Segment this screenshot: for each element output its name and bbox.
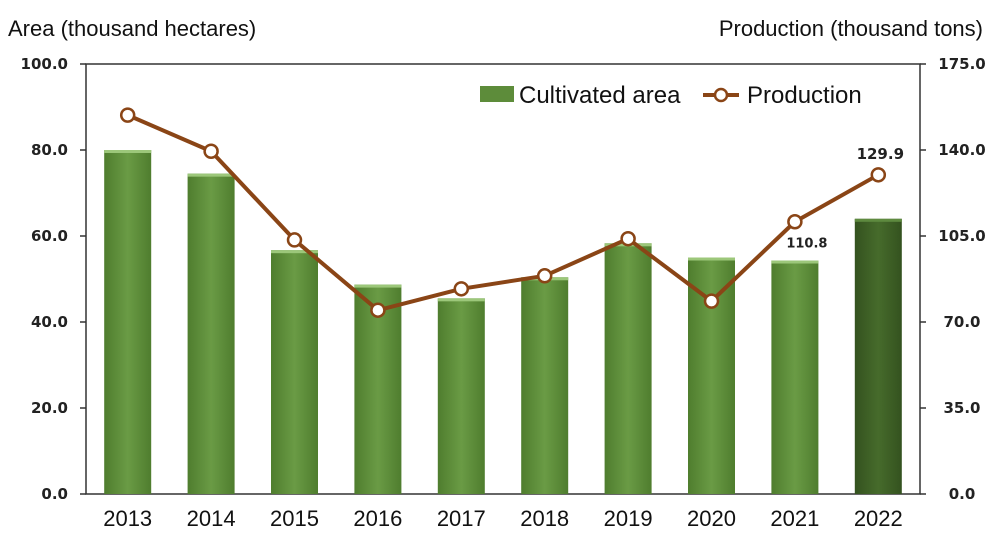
production-point-2020	[703, 293, 720, 309]
bar-top-highlight	[688, 257, 735, 261]
legend-label-production: Production	[747, 82, 862, 109]
data-labels: 110.8 129.9	[786, 145, 904, 252]
y-right-ticks: 0.0 35.0 70.0 105.0 140.0 175.0	[920, 55, 986, 503]
bar-top-highlight	[104, 150, 152, 153]
x-tick-label-2015: 2015	[270, 506, 319, 531]
x-tick-label-2014: 2014	[187, 506, 236, 531]
bar-2019	[604, 243, 652, 494]
production-line-path	[126, 113, 880, 313]
legend: Cultivated area Production	[480, 82, 862, 109]
bar-2020	[688, 257, 735, 494]
production-point-2022	[870, 167, 887, 183]
bar-2021	[771, 260, 819, 494]
bar-top-highlight	[354, 284, 402, 288]
y-left-ticks: 0.0 20.0 40.0 60.0 80.0 100.0	[21, 55, 86, 503]
x-tick-label-2013: 2013	[103, 506, 152, 531]
production-point-2015	[286, 232, 303, 248]
y-left-tick-label: 0.0	[41, 485, 68, 503]
legend-swatch-cultivated-area	[480, 86, 514, 102]
production-point-2021	[787, 213, 803, 230]
plot-area-frame	[85, 63, 921, 495]
bar-2022	[854, 218, 902, 495]
bar-top-highlight	[771, 260, 819, 264]
y-left-axis-title: Area (thousand hectares)	[8, 16, 256, 41]
y-left-tick-label: 80.0	[31, 141, 68, 159]
bar-top-highlight	[187, 173, 235, 177]
x-tick-label-2018: 2018	[520, 506, 569, 531]
y-right-tick-label: 105.0	[938, 227, 985, 245]
y-right-tick-label: 175.0	[938, 55, 985, 73]
y-right-axis-title: Production (thousand tons)	[719, 16, 983, 41]
legend-label-cultivated-area: Cultivated area	[519, 82, 681, 109]
y-left-tick-label: 60.0	[31, 227, 68, 245]
x-tick-label-2016: 2016	[353, 506, 402, 531]
y-right-tick-label: 70.0	[943, 313, 980, 331]
x-tick-label-2019: 2019	[604, 506, 653, 531]
production-point-2017	[453, 281, 470, 297]
y-right-tick-label: 35.0	[943, 399, 980, 417]
production-point-2019	[620, 230, 636, 247]
production-point-2018	[536, 268, 553, 284]
bar-2015	[271, 250, 318, 494]
bar-top-highlight	[437, 298, 485, 302]
bar-2013	[104, 150, 152, 494]
y-left-tick-label: 100.0	[21, 55, 68, 73]
y-left-tick-label: 20.0	[31, 399, 68, 417]
production-line	[119, 107, 887, 318]
bar-2014	[187, 173, 235, 494]
production-point-2016	[370, 302, 386, 318]
x-tick-label-2022: 2022	[854, 506, 903, 531]
y-right-tick-label: 140.0	[938, 141, 985, 159]
data-label-2022: 129.9	[857, 145, 904, 163]
bar-top-highlight	[854, 218, 902, 222]
y-right-tick-label: 0.0	[949, 485, 976, 503]
x-tick-label-2021: 2021	[770, 506, 819, 531]
bar-2018	[521, 277, 569, 494]
production-point-2014	[203, 143, 219, 159]
bar-top-highlight	[271, 250, 318, 254]
bar-2017	[437, 298, 485, 494]
legend-swatch-production-marker	[713, 87, 729, 103]
bar-2016	[354, 284, 402, 494]
x-tick-label-2017: 2017	[437, 506, 486, 531]
y-left-tick-label: 40.0	[31, 313, 68, 331]
x-ticks: 2013 2014 2015 2016 2017 2018 2019 2020 2021 2022	[103, 506, 903, 531]
bars	[104, 150, 902, 495]
data-label-2021: 110.8	[786, 237, 827, 252]
x-tick-label-2020: 2020	[687, 506, 736, 531]
production-point-2013	[119, 107, 136, 123]
